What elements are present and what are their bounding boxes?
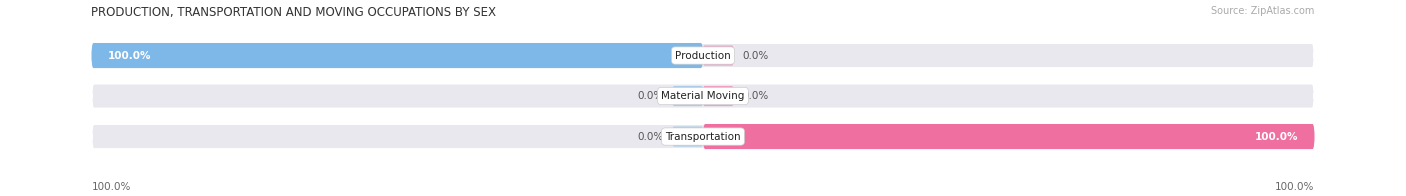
Text: Source: ZipAtlas.com: Source: ZipAtlas.com bbox=[1211, 6, 1315, 16]
Text: 100.0%: 100.0% bbox=[91, 182, 131, 192]
FancyBboxPatch shape bbox=[672, 86, 703, 106]
Text: Transportation: Transportation bbox=[665, 132, 741, 142]
Text: 100.0%: 100.0% bbox=[1275, 182, 1315, 192]
FancyBboxPatch shape bbox=[672, 126, 703, 147]
Text: 0.0%: 0.0% bbox=[742, 51, 768, 61]
FancyBboxPatch shape bbox=[703, 86, 734, 106]
FancyBboxPatch shape bbox=[91, 43, 703, 68]
Text: PRODUCTION, TRANSPORTATION AND MOVING OCCUPATIONS BY SEX: PRODUCTION, TRANSPORTATION AND MOVING OC… bbox=[91, 6, 496, 19]
FancyBboxPatch shape bbox=[703, 45, 734, 66]
Text: Material Moving: Material Moving bbox=[661, 91, 745, 101]
Text: Production: Production bbox=[675, 51, 731, 61]
Text: 100.0%: 100.0% bbox=[1254, 132, 1298, 142]
FancyBboxPatch shape bbox=[703, 124, 1315, 149]
Text: 0.0%: 0.0% bbox=[638, 91, 664, 101]
Text: 0.0%: 0.0% bbox=[638, 132, 664, 142]
Text: 100.0%: 100.0% bbox=[108, 51, 152, 61]
FancyBboxPatch shape bbox=[91, 43, 1315, 68]
FancyBboxPatch shape bbox=[91, 83, 1315, 109]
Text: 0.0%: 0.0% bbox=[742, 91, 768, 101]
FancyBboxPatch shape bbox=[91, 124, 1315, 149]
